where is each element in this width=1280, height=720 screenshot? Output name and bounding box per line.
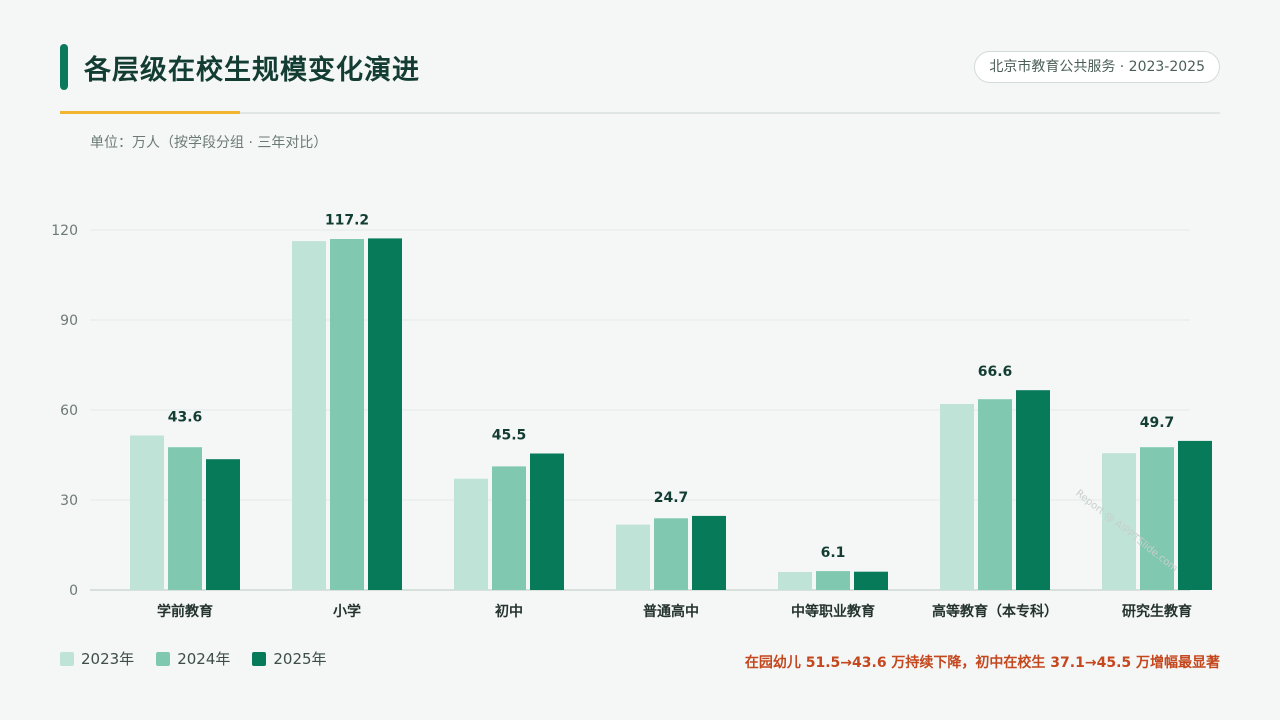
bar-2023-5: [940, 404, 974, 590]
legend-swatch-2025: [252, 651, 267, 666]
x-tick-label: 学前教育: [157, 603, 213, 620]
legend-label-2024: 2024年: [177, 650, 231, 668]
data-label: 43.6: [168, 410, 203, 426]
bar-2025-0: [206, 459, 240, 590]
x-tick-label: 小学: [333, 603, 361, 620]
legend-item-2025: 2025年: [252, 648, 327, 669]
bar-2024-2: [492, 466, 526, 590]
header-divider: [60, 112, 1220, 114]
legend-label-2025: 2025年: [273, 650, 327, 668]
bar-2025-5: [1016, 390, 1050, 590]
page-title: 各层级在校生规模变化演进: [84, 55, 420, 86]
bar-2023-3: [616, 524, 650, 590]
data-label: 24.7: [654, 490, 689, 506]
chart-legend: 2023年 2024年 2025年: [60, 648, 327, 669]
insight-note: 在园幼儿 51.5→43.6 万持续下降，初中在校生 37.1→45.5 万增幅…: [744, 655, 1220, 671]
x-tick-label: 研究生教育: [1122, 603, 1192, 620]
bar-2024-5: [978, 399, 1012, 590]
bar-2024-1: [330, 239, 364, 590]
bar-2024-3: [654, 518, 688, 590]
data-label: 49.7: [1140, 415, 1175, 431]
x-tick-label: 中等职业教育: [791, 603, 875, 620]
legend-label-2023: 2023年: [81, 650, 135, 668]
legend-swatch-2024: [156, 651, 171, 666]
bar-2023-1: [292, 241, 326, 590]
bar-2025-2: [530, 453, 564, 590]
bar-2025-6: [1178, 440, 1212, 590]
y-tick-label: 90: [60, 313, 78, 329]
bar-2025-1: [368, 238, 402, 590]
bar-2023-6: [1102, 453, 1136, 590]
data-label: 6.1: [821, 545, 846, 561]
x-tick-label: 初中: [495, 603, 523, 620]
header-divider-accent: [60, 111, 240, 114]
y-tick-label: 60: [60, 403, 78, 419]
legend-item-2024: 2024年: [156, 648, 230, 669]
bar-2023-4: [778, 572, 812, 590]
bar-2025-3: [692, 515, 726, 590]
data-label: 45.5: [492, 428, 527, 444]
data-label: 66.6: [978, 364, 1013, 380]
x-tick-label: 高等教育（本专科）: [932, 603, 1058, 620]
bar-2024-0: [168, 447, 202, 590]
data-label: 117.2: [325, 212, 369, 228]
bar-2023-0: [130, 435, 164, 590]
legend-item-2023: 2023年: [60, 648, 134, 669]
source-badge: 北京市教育公共服务 · 2023-2025: [974, 51, 1220, 83]
y-tick-label: 120: [51, 223, 78, 239]
bar-2024-4: [816, 571, 850, 590]
x-tick-label: 普通高中: [643, 603, 699, 620]
bar-2024-6: [1140, 447, 1174, 590]
chart-subtitle: 单位：万人（按学段分组 · 三年对比）: [90, 135, 328, 151]
title-accent-bar: [60, 44, 68, 90]
bar-2025-4: [854, 571, 888, 590]
bar-2023-2: [454, 478, 488, 590]
y-tick-label: 0: [69, 583, 78, 599]
y-tick-label: 30: [60, 493, 78, 509]
legend-swatch-2023: [60, 651, 74, 666]
